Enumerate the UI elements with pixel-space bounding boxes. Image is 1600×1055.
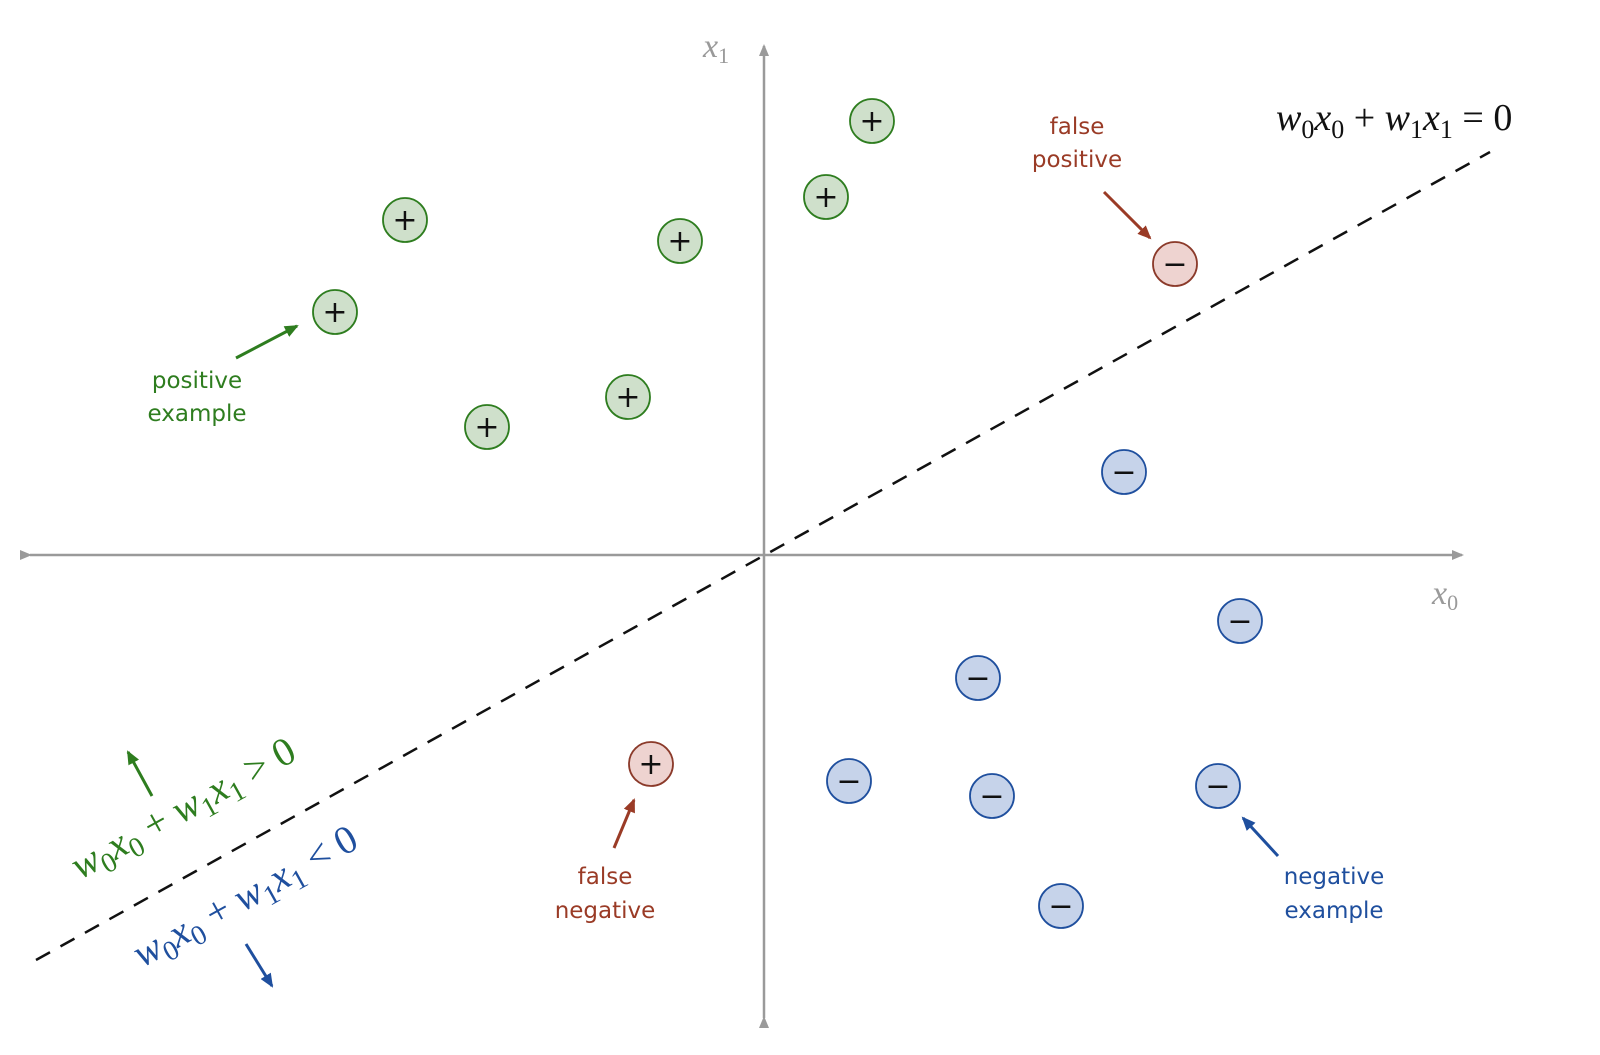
equation-term: x [1313, 97, 1331, 139]
point-circle [312, 289, 358, 335]
point-circle [605, 374, 651, 420]
negative-example-point: − [969, 773, 1015, 819]
data-points: + + + + + + + − − − − − − − − + [312, 98, 1263, 929]
point-circle [628, 741, 674, 787]
negative-example-arrow [1241, 816, 1280, 858]
positive-example-point: + [803, 174, 849, 220]
negative-example-point: − [1217, 598, 1263, 644]
equation-subscript: 0 [1331, 115, 1344, 144]
positive-example-point: + [464, 404, 510, 450]
equation-term: w [1276, 97, 1302, 139]
point-circle [657, 218, 703, 264]
positive-example-point: + [657, 218, 703, 264]
equation-subscript: 1 [1440, 115, 1453, 144]
equation-term: x [1422, 97, 1440, 139]
negative-example-point: − [955, 655, 1001, 701]
equation-term: + [1344, 97, 1384, 139]
minus-icon: − [1162, 247, 1187, 282]
plus-icon: + [813, 180, 838, 215]
point-circle [803, 174, 849, 220]
decision-boundary [35, 150, 1491, 962]
positive-example-point: + [382, 197, 428, 243]
false-negative-label: false negative [555, 864, 656, 924]
positive-example-point: + [605, 374, 651, 420]
plus-icon: + [474, 410, 499, 445]
false-negative-arrow [612, 798, 636, 849]
point-circle [1217, 598, 1263, 644]
equation-term: = 0 [1453, 97, 1512, 139]
point-circle [1152, 241, 1198, 287]
point-circle [1101, 449, 1147, 495]
minus-icon: − [1205, 769, 1230, 804]
minus-icon: − [836, 764, 861, 799]
point-circle [382, 197, 428, 243]
point-circle [1038, 883, 1084, 929]
equation-subscript: 0 [1301, 115, 1314, 144]
equation-term: w [1385, 97, 1411, 139]
false-positive-arrow [1102, 190, 1152, 240]
point-circle [464, 404, 510, 450]
boundary-equation: w0x0 + w1x1 = 0 [1276, 97, 1512, 144]
positive-example-label: positive example [148, 368, 247, 427]
plus-icon: + [322, 295, 347, 330]
plus-icon: + [667, 224, 692, 259]
negative-example-point: − [1101, 449, 1147, 495]
minus-icon: − [979, 779, 1004, 814]
false-negative-point: + [628, 741, 674, 787]
equation-subscript: 1 [1410, 115, 1423, 144]
minus-icon: − [1111, 455, 1136, 490]
positive-example-arrow [235, 324, 299, 360]
negative-example-point: − [1195, 763, 1241, 809]
false-positive-label: false positive [1032, 114, 1122, 173]
minus-icon: − [1227, 604, 1252, 639]
false-positive-point: − [1152, 241, 1198, 287]
minus-icon: − [965, 661, 990, 696]
plus-icon: + [859, 104, 884, 139]
negative-example-point: − [826, 758, 872, 804]
minus-icon: − [1048, 889, 1073, 924]
positive-region-arrow [126, 750, 154, 797]
plus-icon: + [392, 203, 417, 238]
point-circle [826, 758, 872, 804]
negative-example-point: − [1038, 883, 1084, 929]
x0-axis-label: x0 [1431, 575, 1458, 615]
point-circle [969, 773, 1015, 819]
plus-icon: + [615, 380, 640, 415]
x1-axis-label: x1 [702, 28, 729, 68]
negative-example-label: negative example [1284, 864, 1385, 924]
point-circle [1195, 763, 1241, 809]
plus-icon: + [638, 747, 663, 782]
point-circle [955, 655, 1001, 701]
negative-region-arrow [244, 943, 274, 988]
positive-example-point: + [849, 98, 895, 144]
positive-example-point: + [312, 289, 358, 335]
point-circle [849, 98, 895, 144]
